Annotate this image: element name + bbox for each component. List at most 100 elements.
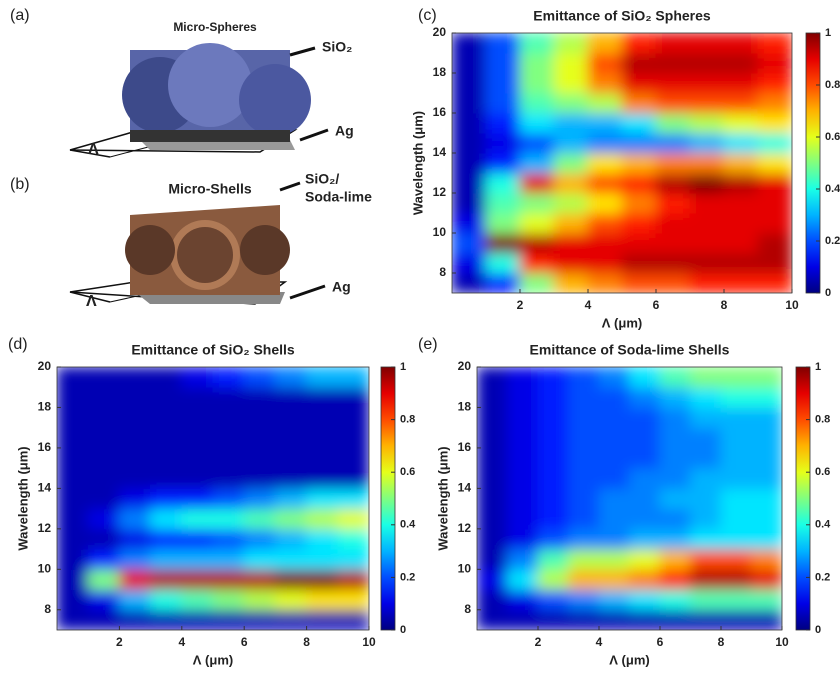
heatmap-cell [599, 569, 631, 590]
heatmap-cell [758, 93, 793, 114]
heatmap-cell [656, 213, 691, 234]
heatmap-cell [452, 113, 487, 134]
x-tick-label: 2 [116, 635, 123, 649]
heatmap-cell [629, 488, 661, 509]
heatmap-cell [656, 133, 691, 154]
heatmap-cell [275, 609, 307, 630]
heatmap-cell [554, 53, 589, 74]
material-label: Soda-lime [305, 189, 372, 205]
heatmap-cell [119, 569, 151, 590]
x-tick-label: 10 [785, 298, 799, 312]
heatmap-cell [507, 427, 539, 448]
heatmap-cell [275, 367, 307, 388]
heatmap-cell [452, 233, 487, 254]
heatmap-cell [486, 193, 521, 214]
chart-title: Emittance of SiO₂ Spheres [533, 8, 711, 24]
heatmap-cell [538, 569, 570, 590]
heatmap-cell [244, 447, 276, 468]
x-tick-label: 8 [721, 298, 728, 312]
heatmap-cell [244, 609, 276, 630]
heatmap-cell [656, 53, 691, 74]
heatmap-cell [244, 367, 276, 388]
heatmap-cell [337, 508, 369, 529]
heatmap-cell [751, 609, 783, 630]
colorbar [381, 367, 395, 630]
heatmap-cell [588, 233, 623, 254]
heatmap-cell [568, 569, 600, 590]
heatmap-cell [507, 549, 539, 570]
y-tick-label: 16 [38, 440, 52, 454]
heatmap-cell [119, 468, 151, 489]
heatmap-cells [477, 367, 783, 631]
heatmap-cell [181, 508, 213, 529]
heatmap-cell [57, 468, 89, 489]
heatmap-cell [690, 468, 722, 489]
colorbar-tick-label: 1 [825, 27, 831, 39]
heatmap-cell [337, 367, 369, 388]
x-tick-label: 8 [303, 635, 310, 649]
heatmap-cell [690, 589, 722, 610]
colorbar-tick-label: 0.2 [815, 571, 830, 583]
heatmap-cell [119, 407, 151, 428]
heatmap-cell [452, 173, 487, 194]
x-axis-label: Λ (μm) [193, 652, 233, 667]
heatmap-cell [88, 407, 120, 428]
heatmap-cell [244, 387, 276, 408]
heatmap-cell [758, 173, 793, 194]
y-tick-label: 14 [458, 481, 472, 495]
y-tick-label: 16 [458, 440, 472, 454]
heatmap-cell [622, 73, 657, 94]
y-tick-label: 16 [433, 105, 447, 119]
y-tick-label: 10 [433, 225, 447, 239]
heatmap-panel: 2468108101214161820Emittance of SiO₂ She… [8, 336, 416, 667]
heatmap-cell [507, 488, 539, 509]
diagram-spheres: (a) Micro-Spheres SiO₂ Ag Λ [10, 7, 354, 158]
heatmap-cell [477, 468, 509, 489]
y-tick-label: 18 [38, 400, 52, 414]
heatmap-cell [588, 193, 623, 214]
heatmap-cell [568, 589, 600, 610]
heatmap-cells [452, 33, 793, 294]
heatmap-smooth [452, 33, 793, 294]
heatmap-cell [306, 387, 338, 408]
heatmap-cell [213, 569, 245, 590]
heatmap-cell [629, 447, 661, 468]
heatmap-cell [213, 609, 245, 630]
heatmap-cell [690, 113, 725, 134]
heatmap-cell [213, 468, 245, 489]
heatmap-cell [690, 528, 722, 549]
heatmap-cell [721, 367, 753, 388]
heatmap-cell [629, 508, 661, 529]
y-tick-label: 8 [439, 265, 446, 279]
heatmap-cell [751, 367, 783, 388]
heatmap-cell [477, 589, 509, 610]
heatmap-cell [119, 488, 151, 509]
heatmap-cell [538, 427, 570, 448]
heatmap-cell [721, 387, 753, 408]
heatmap-cell [660, 549, 692, 570]
heatmap-cell [507, 569, 539, 590]
heatmap-cell [520, 153, 555, 174]
heatmap-cell [622, 233, 657, 254]
heatmap-cell [656, 253, 691, 274]
y-tick-label: 12 [458, 521, 472, 535]
heatmap-cell [721, 427, 753, 448]
heatmap-cell [568, 549, 600, 570]
heatmap-cell [599, 508, 631, 529]
y-tick-label: 14 [433, 145, 447, 159]
heatmap-cell [690, 213, 725, 234]
diagram-title: Micro-Shells [168, 181, 251, 197]
colorbar [796, 367, 810, 630]
heatmap-cell [275, 488, 307, 509]
colorbar-tick-label: 0.2 [825, 235, 840, 247]
heatmap-cell [751, 468, 783, 489]
heatmap-cell [244, 427, 276, 448]
heatmap-cell [477, 508, 509, 529]
heatmap-cell [599, 407, 631, 428]
heatmap-cell [588, 113, 623, 134]
heatmap-cell [690, 273, 725, 294]
heatmap-cell [724, 73, 759, 94]
heatmap-cell [588, 33, 623, 54]
heatmap-cell [275, 468, 307, 489]
